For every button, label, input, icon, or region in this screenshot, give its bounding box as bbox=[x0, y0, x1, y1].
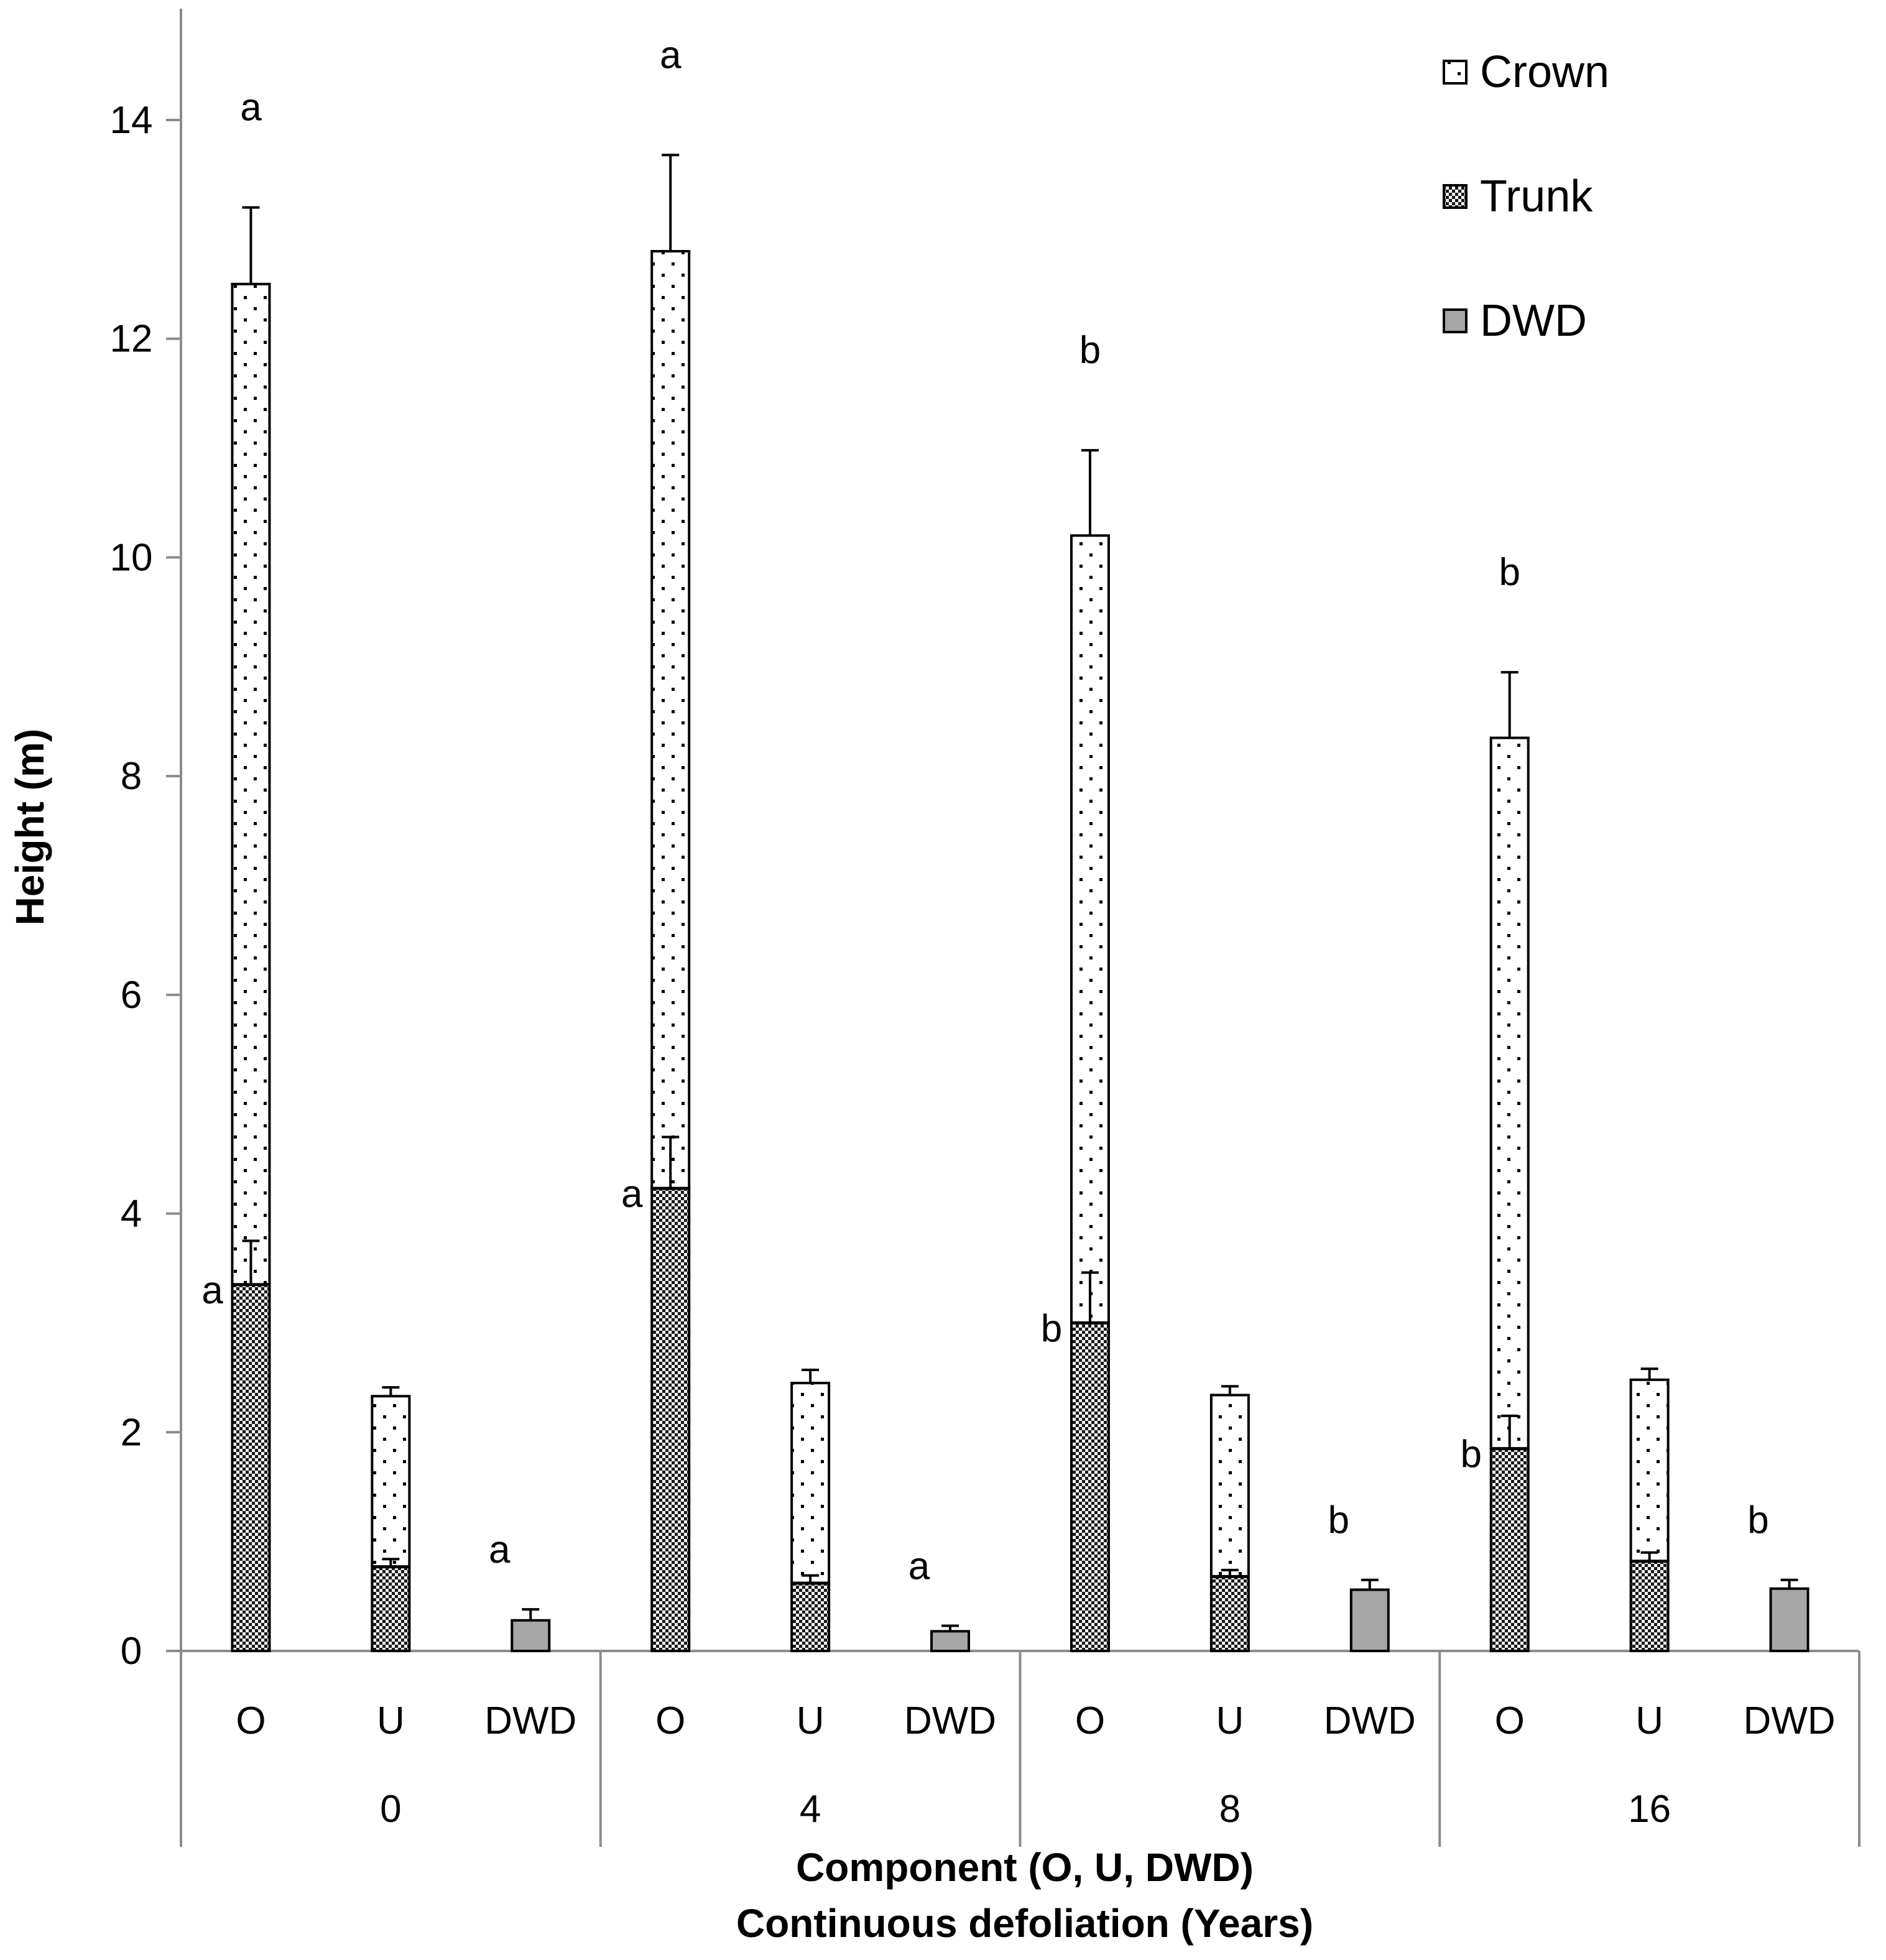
significance-label-total: b bbox=[1499, 551, 1520, 594]
category-label: DWD bbox=[1744, 1699, 1836, 1742]
group-label: 0 bbox=[380, 1788, 401, 1831]
significance-label-trunk: b bbox=[1460, 1433, 1481, 1476]
significance-label: a bbox=[489, 1528, 511, 1571]
trunk-bar bbox=[1629, 1560, 1670, 1652]
significance-label: a bbox=[908, 1545, 930, 1588]
crown-bar bbox=[1489, 736, 1530, 1450]
category-label: O bbox=[1075, 1699, 1105, 1742]
x-axis-title-component: Component (O, U, DWD) bbox=[796, 1845, 1254, 1890]
category-label: DWD bbox=[484, 1699, 576, 1742]
category-label: O bbox=[655, 1699, 685, 1742]
category-label: U bbox=[1216, 1699, 1244, 1742]
y-tick-label: 12 bbox=[110, 318, 153, 361]
significance-label-trunk: a bbox=[201, 1269, 223, 1312]
significance-label: b bbox=[1328, 1499, 1349, 1542]
category-label: U bbox=[377, 1699, 405, 1742]
legend-trunk-label: Trunk bbox=[1480, 172, 1593, 221]
category-label: O bbox=[1495, 1699, 1525, 1742]
significance-label-total: b bbox=[1079, 329, 1101, 372]
category-label: U bbox=[1635, 1699, 1663, 1742]
crown-bar bbox=[371, 1395, 411, 1568]
crown-bar bbox=[1070, 534, 1110, 1324]
dwd-bar bbox=[511, 1619, 551, 1653]
dwd-bar bbox=[1349, 1588, 1390, 1653]
dwd-bar bbox=[930, 1630, 971, 1652]
significance-label-total: a bbox=[660, 34, 682, 76]
legend-trunk-swatch bbox=[1443, 184, 1468, 209]
legend-dwd-label: DWD bbox=[1480, 296, 1587, 346]
y-tick-label: 8 bbox=[121, 755, 142, 798]
crown-bar bbox=[1629, 1378, 1670, 1563]
category-label: O bbox=[236, 1699, 266, 1742]
trunk-bar bbox=[371, 1565, 411, 1653]
crown-bar bbox=[231, 282, 271, 1286]
category-label: U bbox=[797, 1699, 825, 1742]
legend-dwd-swatch bbox=[1443, 308, 1468, 333]
y-tick-label: 10 bbox=[110, 536, 153, 579]
y-tick-label: 0 bbox=[121, 1630, 142, 1673]
category-label: DWD bbox=[904, 1699, 996, 1742]
significance-label: b bbox=[1747, 1499, 1768, 1542]
y-tick-label: 4 bbox=[121, 1193, 142, 1236]
x-axis-title-defoliation: Continuous defoliation (Years) bbox=[736, 1901, 1313, 1946]
significance-label-trunk: a bbox=[621, 1173, 643, 1216]
legend-crown-label: Crown bbox=[1480, 47, 1609, 97]
group-label: 8 bbox=[1219, 1788, 1241, 1831]
trunk-bar bbox=[650, 1187, 691, 1652]
crown-bar bbox=[790, 1382, 831, 1584]
trunk-bar bbox=[1209, 1575, 1250, 1653]
trunk-bar bbox=[1070, 1321, 1110, 1652]
trunk-bar bbox=[231, 1283, 271, 1653]
y-axis-title: Height (m) bbox=[7, 729, 52, 925]
significance-label-total: a bbox=[240, 86, 262, 129]
significance-label-trunk: b bbox=[1041, 1307, 1062, 1350]
y-tick-label: 6 bbox=[121, 974, 142, 1017]
category-label: DWD bbox=[1324, 1699, 1416, 1742]
trunk-bar bbox=[790, 1581, 831, 1652]
dwd-bar bbox=[1769, 1587, 1810, 1653]
trunk-bar bbox=[1489, 1447, 1530, 1653]
crown-bar bbox=[650, 250, 691, 1190]
group-label: 16 bbox=[1628, 1788, 1671, 1831]
legend-crown-swatch bbox=[1443, 60, 1468, 85]
crown-bar bbox=[1209, 1394, 1250, 1578]
group-label: 4 bbox=[800, 1788, 821, 1831]
y-tick-label: 14 bbox=[110, 99, 153, 142]
y-tick-label: 2 bbox=[121, 1411, 142, 1454]
